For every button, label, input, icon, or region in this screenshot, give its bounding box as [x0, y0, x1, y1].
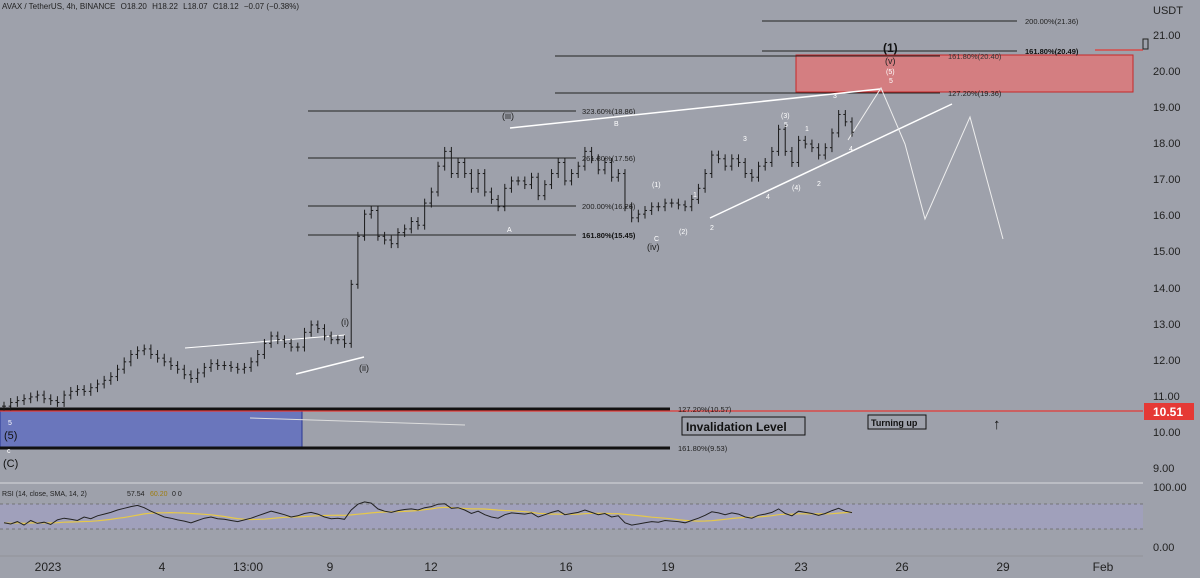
price-tick-18: 18.00	[1153, 138, 1181, 150]
wave-ii-label: (ii)	[359, 363, 369, 373]
wave-4p-label: (4)	[792, 185, 801, 192]
price-tick-15: 15.00	[1153, 246, 1181, 258]
price-tick-16: 16.00	[1153, 210, 1181, 222]
current-price-label: 10.51	[1153, 405, 1183, 419]
wave-5p-label: (5)	[886, 69, 895, 76]
wedge-upper-line	[509, 88, 881, 129]
wave-iii-label: (iii)	[502, 111, 514, 121]
left-wave-Cp-label: (C)	[3, 458, 18, 470]
early-upper-line	[184, 334, 346, 349]
sub-5-label-a: 5	[784, 122, 788, 129]
price-axis[interactable]: 21.00 20.00 19.00 18.00 17.00 16.00 15.0…	[1153, 30, 1181, 475]
price-tick-20: 20.00	[1153, 66, 1181, 78]
early-lower-line	[295, 356, 365, 375]
fib-label-1618-low: 161.80%(9.53)	[678, 444, 728, 453]
turning-up-label[interactable]: Turning up	[871, 418, 918, 428]
turning-up-box	[867, 414, 927, 430]
support-fade-line	[249, 417, 466, 426]
time-tick-16: 16	[559, 560, 573, 574]
price-axis-unit: USDT	[1153, 5, 1183, 17]
symbol-label[interactable]: AVAX / TetherUS, 4h, BINANCE	[2, 2, 116, 11]
fib-label-1618-mid: 161.80%(15.45)	[582, 231, 636, 240]
resistance-zone	[795, 54, 1134, 93]
support-zone	[0, 408, 303, 449]
time-tick-19: 19	[661, 560, 675, 574]
wave-i-label: (i)	[341, 317, 349, 327]
wave-3p-label: (3)	[781, 113, 790, 120]
price-tick-11: 11.00	[1153, 391, 1180, 403]
left-wave-5-label: 5	[8, 420, 12, 427]
current-price-badge[interactable]	[1144, 403, 1194, 420]
wave-A-label: A	[507, 227, 512, 234]
price-tick-10: 10.00	[1153, 427, 1181, 439]
projection-path	[847, 86, 1004, 240]
high-value: H18.22	[152, 2, 178, 11]
time-tick-4: 4	[159, 560, 166, 574]
price-tick-21: 21.00	[1153, 30, 1181, 42]
wave-5-label: 5	[889, 78, 893, 85]
fib-label-1618-a: 161.80%(20.49)	[1025, 47, 1079, 56]
fib-label-1272-top: 127.20%(19.36)	[948, 89, 1002, 98]
invalidation-box	[681, 416, 806, 436]
time-tick-26: 26	[895, 560, 909, 574]
sub-2-label-b: 2	[817, 181, 821, 188]
time-tick-12: 12	[424, 560, 438, 574]
rsi-value-b: 60.20	[150, 491, 168, 498]
sub-1-label-a: 1	[693, 192, 697, 199]
fib-label-2618: 261.80%(17.56)	[582, 154, 636, 163]
rsi-value-a: 57.54	[127, 491, 145, 498]
wave-1p-label: (1)	[652, 182, 661, 189]
rsi-band	[0, 504, 1143, 529]
sub-4-label-a: 4	[766, 194, 770, 201]
fib-label-200-top: 200.00%(21.36)	[1025, 17, 1079, 26]
rsi-sma-line	[3, 506, 853, 525]
sub-3-label-a: 3	[743, 136, 747, 143]
time-tick-23: 23	[794, 560, 808, 574]
fib-label-200-mid: 200.00%(16.26)	[582, 202, 636, 211]
price-tick-19: 19.00	[1153, 102, 1181, 114]
top-right-marker	[1142, 38, 1149, 50]
wave-iv-label: (iv)	[647, 242, 660, 252]
rsi-title: RSI (14, close, SMA, 14, 2)	[2, 491, 87, 498]
price-tick-14: 14.00	[1153, 283, 1181, 295]
wave-1-label: (1)	[883, 41, 898, 55]
fib-label-1272-low: 127.20%(10.57)	[678, 405, 732, 414]
sub-2-label-a: 2	[710, 225, 714, 232]
price-tick-13: 13.00	[1153, 319, 1181, 331]
sub-4-label-b: 4	[849, 146, 853, 153]
low-value: L18.07	[183, 2, 208, 11]
open-value: O18.20	[120, 2, 147, 11]
wave-B-label: B	[614, 121, 619, 128]
time-tick-29: 29	[996, 560, 1010, 574]
close-value: C18.12	[212, 2, 239, 11]
price-tick-9: 9.00	[1153, 463, 1174, 475]
left-wave-5p-label: (5)	[4, 430, 17, 442]
time-axis[interactable]: 2023 4 13:00 9 12 16 19 23 26 29 Feb	[35, 560, 1114, 574]
time-tick-9: 9	[327, 560, 334, 574]
price-tick-17: 17.00	[1153, 174, 1181, 186]
wave-2p-label: (2)	[679, 229, 688, 236]
candles	[2, 110, 854, 411]
price-tick-12: 12.00	[1153, 355, 1181, 367]
wave-v-label: (v)	[885, 56, 896, 66]
time-tick-2023: 2023	[35, 560, 62, 574]
wave-C-label: C	[654, 236, 659, 243]
chart-header: AVAX / TetherUS, 4h, BINANCE O18.20 H18.…	[2, 2, 302, 11]
rsi-tail: 0 0	[172, 491, 182, 498]
sub-3-label-b: 3	[833, 93, 837, 100]
time-tick-1300: 13:00	[233, 560, 263, 574]
rsi-line	[3, 501, 853, 526]
time-tick-feb: Feb	[1093, 560, 1114, 574]
fib-label-3236: 323.60%(18.86)	[582, 107, 636, 116]
rsi-tick-100: 100.00	[1153, 482, 1187, 494]
left-wave-c-label: c	[7, 448, 11, 455]
invalidation-label[interactable]: Invalidation Level	[686, 420, 787, 434]
wedge-lower-line	[709, 103, 953, 219]
change-value: −0.07 (−0.38%)	[243, 2, 300, 11]
sub-1-label-b: 1	[805, 126, 809, 133]
fib-label-1618-b: 161.80%(20.40)	[948, 52, 1002, 61]
up-arrow-icon: ↑	[993, 416, 1001, 433]
rsi-tick-0: 0.00	[1153, 542, 1174, 554]
